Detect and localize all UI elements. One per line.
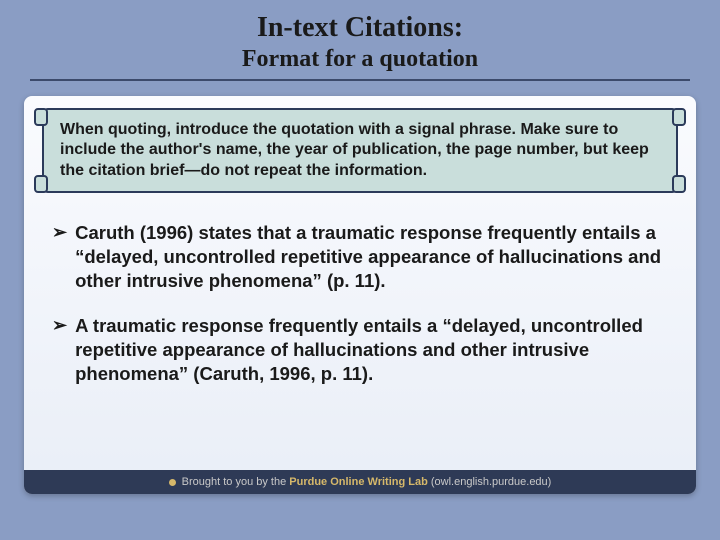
arrow-icon: ➢ [52,314,67,385]
bullet-text: Caruth (1996) states that a traumatic re… [75,221,668,292]
content-panel: When quoting, introduce the quotation wi… [24,96,696,494]
bullet-list: ➢ Caruth (1996) states that a traumatic … [52,221,668,385]
footer-url: (owl.english.purdue.edu) [428,476,552,488]
slide: In-text Citations: Format for a quotatio… [0,0,720,540]
scroll-cap-icon [34,108,48,126]
footer-text: Brought to you by the Purdue Online Writ… [182,476,552,488]
arrow-icon: ➢ [52,221,67,292]
footer-prefix: Brought to you by the [182,476,290,488]
page-title: In-text Citations: [0,0,720,44]
scroll-cap-icon [34,175,48,193]
footer-brand: Purdue Online Writing Lab [289,476,428,488]
list-item: ➢ A traumatic response frequently entail… [52,314,668,385]
scroll-cap-icon [672,175,686,193]
page-subtitle: Format for a quotation [30,44,690,81]
instruction-text: When quoting, introduce the quotation wi… [60,120,660,181]
scroll-cap-icon [672,108,686,126]
footer-bar: Brought to you by the Purdue Online Writ… [24,470,696,494]
bullet-text: A traumatic response frequently entails … [75,314,668,385]
dot-icon [169,479,176,486]
list-item: ➢ Caruth (1996) states that a traumatic … [52,221,668,292]
instruction-scroll: When quoting, introduce the quotation wi… [42,108,678,193]
